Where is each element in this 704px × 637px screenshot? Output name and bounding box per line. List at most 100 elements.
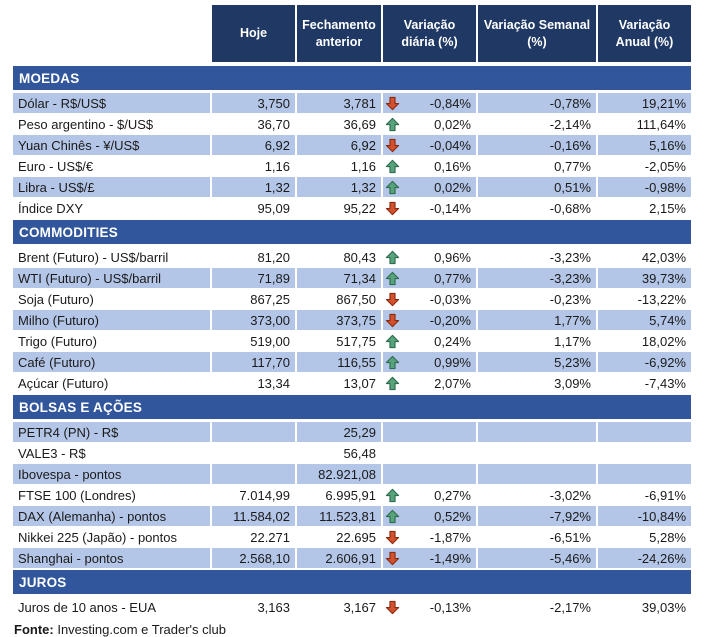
hoje-value: 1,32 [212,177,295,197]
variacao-semanal-value: -3,23% [478,268,596,288]
variacao-diaria-value: 2,07% [434,375,471,391]
fechamento-value: 11.523,81 [297,506,381,526]
variacao-semanal-value: 5,23% [478,352,596,372]
table-row: Soja (Futuro) 867,25 867,50 -0,03% -0,23% -13… [13,289,691,309]
fechamento-value: 2.606,91 [297,548,381,568]
variacao-semanal-value: -0,78% [478,93,596,113]
variacao-diaria-cell: 0,02% [383,114,476,134]
row-label: Shanghai - pontos [13,548,210,568]
variacao-diaria-cell: -1,87% [383,527,476,547]
down-arrow-icon [385,96,401,111]
variacao-diaria-cell: 0,96% [383,247,476,267]
table-row: VALE3 - R$ 56,48 [13,443,691,463]
variacao-diaria-cell: 2,07% [383,373,476,393]
table-row: Café (Futuro) 117,70 116,55 0,99% 5,23% -6,92… [13,352,691,372]
hoje-value: 373,00 [212,310,295,330]
variacao-semanal-value: -0,68% [478,198,596,218]
table-row: Trigo (Futuro) 519,00 517,75 0,24% 1,17% 18,0… [13,331,691,351]
fechamento-value: 3,167 [297,597,381,617]
variacao-diaria-value: 0,02% [434,116,471,132]
source-note: Fonte: Investing.com e Trader's club [13,622,691,637]
hoje-value: 13,34 [212,373,295,393]
hoje-value: 81,20 [212,247,295,267]
up-arrow-icon [385,180,401,195]
column-header: Variação Semanal (%) [478,5,596,62]
variacao-anual-value: -10,84% [598,506,691,526]
variacao-diaria-value: -1,49% [429,550,471,566]
fechamento-value: 56,48 [297,443,381,463]
variacao-anual-value: 5,28% [598,527,691,547]
variacao-anual-value: 19,21% [598,93,691,113]
table-row: Shanghai - pontos 2.568,10 2.606,91 -1,49% -… [13,548,691,568]
table-row: DAX (Alemanha) - pontos 11.584,02 11.523,8… [13,506,691,526]
row-label: Brent (Futuro) - US$/barril [13,247,210,267]
hoje-value [212,443,295,463]
variacao-diaria-value: 0,24% [434,333,471,349]
variacao-diaria-value: 0,27% [434,487,471,503]
variacao-diaria-value: -0,14% [429,200,471,216]
hoje-value: 7.014,99 [212,485,295,505]
variacao-anual-value: 39,73% [598,268,691,288]
row-label: Libra - US$/£ [13,177,210,197]
fechamento-value: 1,16 [297,156,381,176]
variacao-diaria-value: -0,04% [429,137,471,153]
variacao-diaria-cell: 0,16% [383,156,476,176]
variacao-anual-value: 111,64% [598,114,691,134]
up-arrow-icon [385,376,401,391]
variacao-semanal-value: 0,51% [478,177,596,197]
row-label: VALE3 - R$ [13,443,210,463]
fechamento-value: 6.995,91 [297,485,381,505]
hoje-value: 2.568,10 [212,548,295,568]
table-row: PETR4 (PN) - R$ 25,29 [13,422,691,442]
variacao-semanal-value: 1,17% [478,331,596,351]
table-row: Brent (Futuro) - US$/barril 81,20 80,43 0,9… [13,247,691,267]
fechamento-value: 80,43 [297,247,381,267]
hoje-value: 117,70 [212,352,295,372]
column-header: Variação diária (%) [383,5,476,62]
variacao-diaria-value: -1,87% [429,529,471,545]
variacao-diaria-value: -0,13% [429,599,471,615]
column-header: Hoje [212,5,295,62]
variacao-diaria-value: 0,02% [434,179,471,195]
up-arrow-icon [385,250,401,265]
table-row: Índice DXY 95,09 95,22 -0,14% -0,68% 2,15% [13,198,691,218]
variacao-diaria-value: -0,03% [429,291,471,307]
fechamento-value: 867,50 [297,289,381,309]
table-row: Euro - US$/€ 1,16 1,16 0,16% 0,77% -2,05% [13,156,691,176]
variacao-diaria-cell: -0,20% [383,310,476,330]
fechamento-value: 1,32 [297,177,381,197]
table-row: Milho (Futuro) 373,00 373,75 -0,20% 1,77% 5,7… [13,310,691,330]
source-text: Investing.com e Trader's club [53,622,227,637]
hoje-value: 3,163 [212,597,295,617]
hoje-value: 11.584,02 [212,506,295,526]
down-arrow-icon [385,313,401,328]
row-label: Café (Futuro) [13,352,210,372]
hoje-value: 22.271 [212,527,295,547]
variacao-semanal-value: -2,17% [478,597,596,617]
table-row: Libra - US$/£ 1,32 1,32 0,02% 0,51% -0,98% [13,177,691,197]
row-label: Euro - US$/€ [13,156,210,176]
variacao-semanal-value [478,443,596,463]
row-label: Dólar - R$/US$ [13,93,210,113]
up-arrow-icon [385,117,401,132]
variacao-semanal-value: -0,23% [478,289,596,309]
variacao-anual-value [598,443,691,463]
down-arrow-icon [385,551,401,566]
variacao-diaria-cell: 0,24% [383,331,476,351]
hoje-value: 71,89 [212,268,295,288]
variacao-diaria-cell: -0,03% [383,289,476,309]
variacao-anual-value: 42,03% [598,247,691,267]
fechamento-value: 25,29 [297,422,381,442]
variacao-semanal-value: -6,51% [478,527,596,547]
hoje-value: 95,09 [212,198,295,218]
fechamento-value: 82.921,08 [297,464,381,484]
row-label: Índice DXY [13,198,210,218]
variacao-semanal-value: -2,14% [478,114,596,134]
row-label: Milho (Futuro) [13,310,210,330]
variacao-semanal-value [478,422,596,442]
table-row: Juros de 10 anos - EUA 3,163 3,167 -0,13% -2… [13,597,691,617]
variacao-anual-value: 5,74% [598,310,691,330]
variacao-semanal-value: -3,23% [478,247,596,267]
variacao-anual-value: -6,91% [598,485,691,505]
table-row: Dólar - R$/US$ 3,750 3,781 -0,84% -0,78% 19,2… [13,93,691,113]
